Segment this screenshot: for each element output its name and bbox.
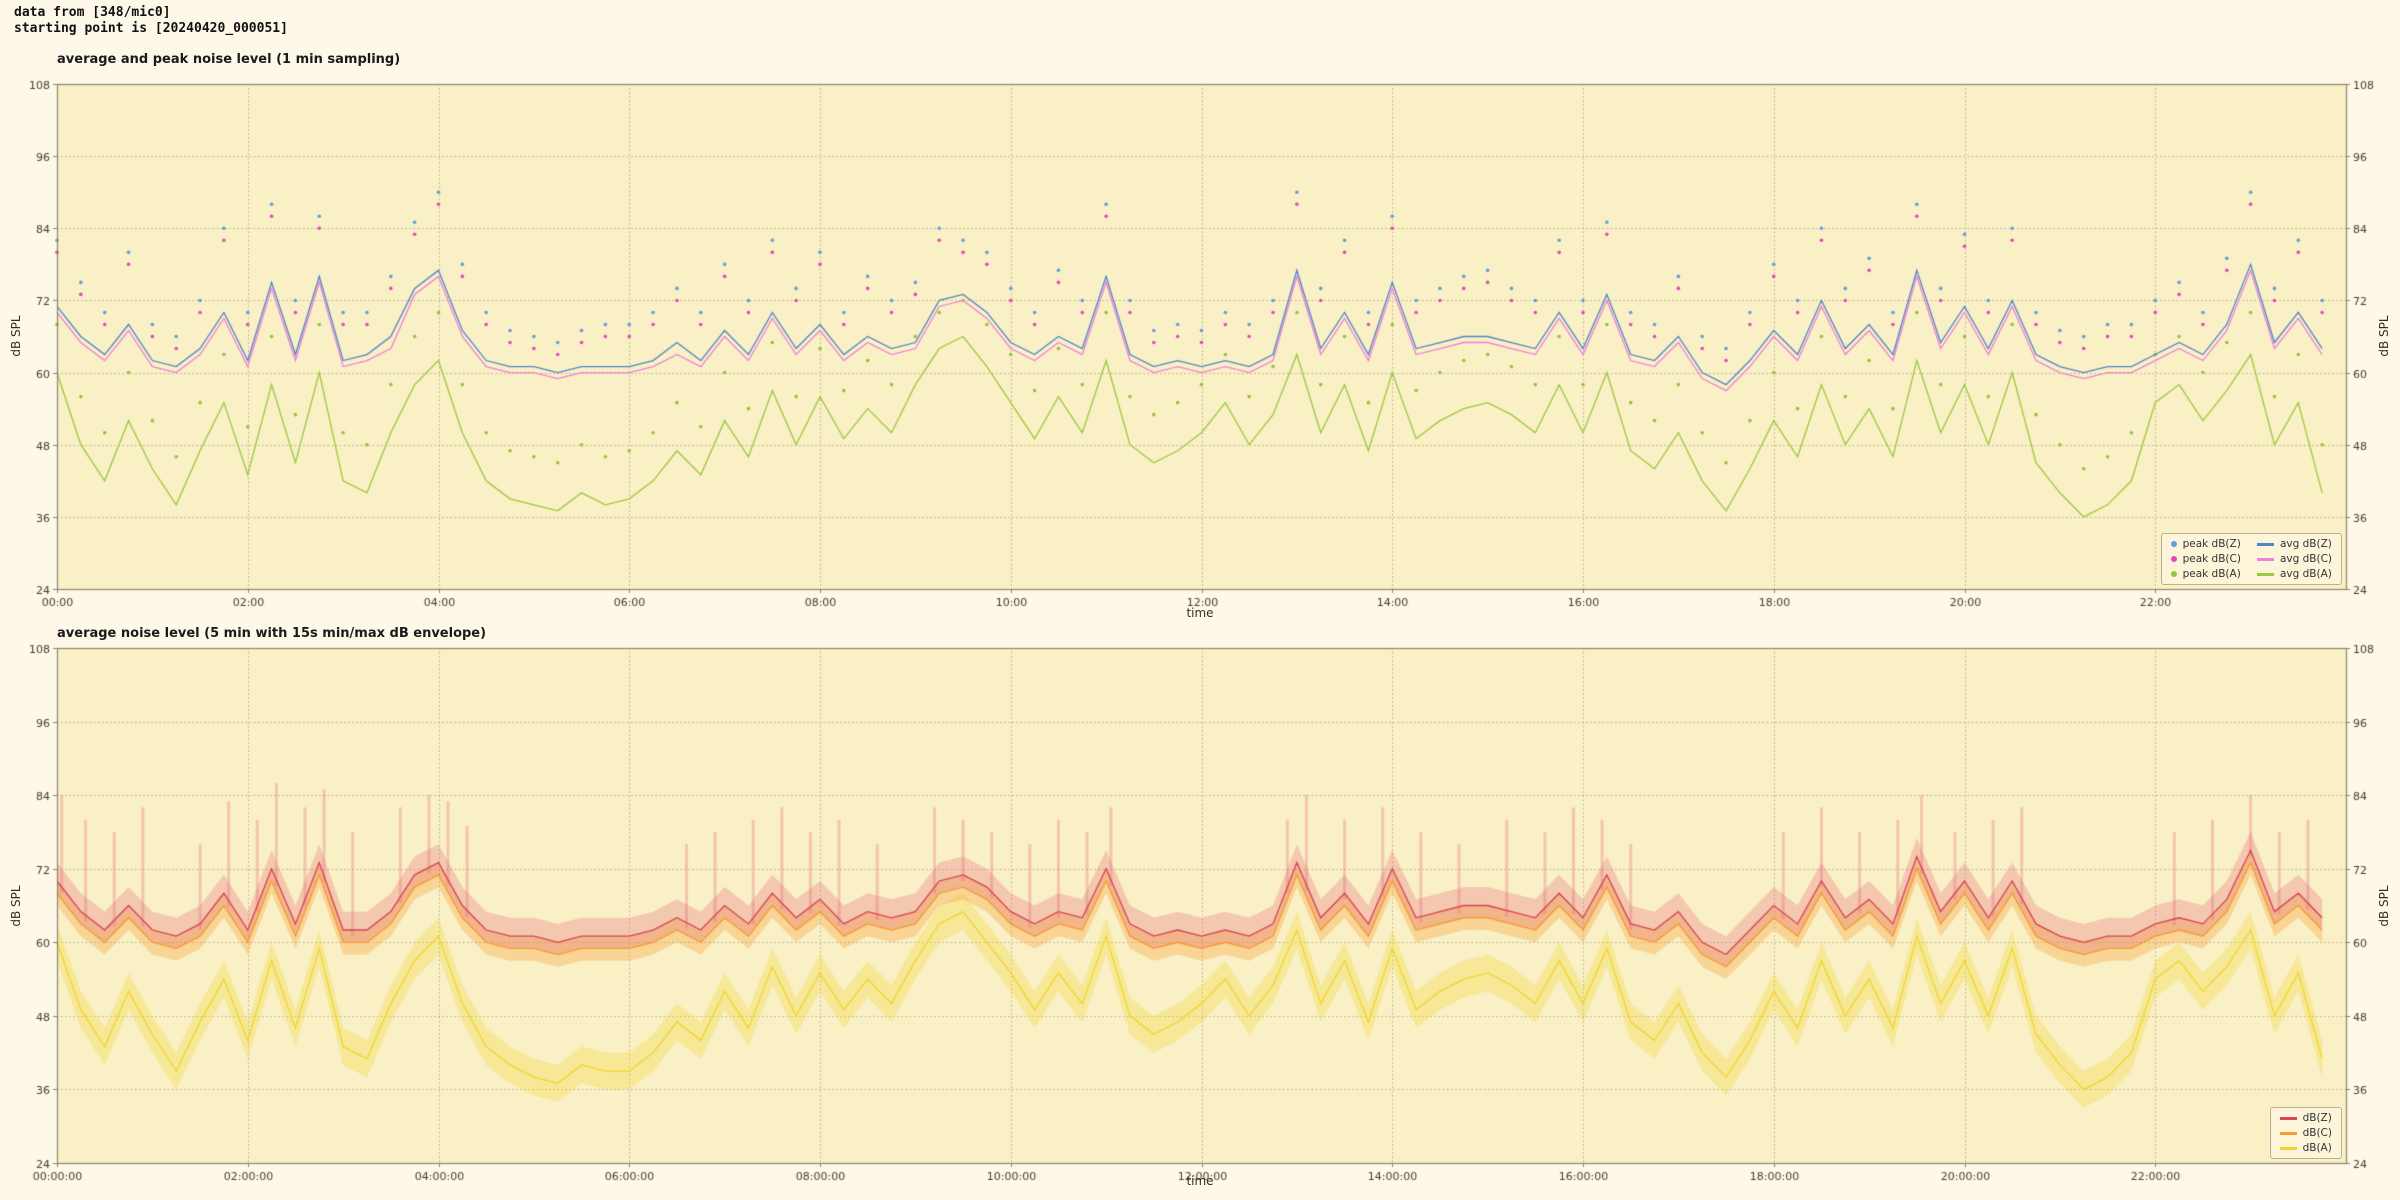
legend-label: peak dB(A) [2182,568,2241,580]
legend-entry: peak dB(A) [2170,568,2241,580]
legend-entry: avg dB(C) [2256,553,2332,565]
legend-entry: avg dB(Z) [2256,538,2332,550]
legend-label: dB(Z) [2302,1112,2332,1124]
legend-label: dB(A) [2302,1142,2332,1154]
legend-label: peak dB(Z) [2182,538,2241,550]
chart1-legend: peak dB(Z) peak dB(C) peak dB(A) avg dB(Z) a… [2160,533,2342,585]
line-marker-icon [2279,1146,2297,1150]
legend-entry: dB(A) [2279,1142,2332,1154]
chart2-ylabel-left: dB SPL [9,885,23,927]
chart2-xlabel: time [1186,1174,1214,1188]
legend-label: avg dB(A) [2279,568,2332,580]
legend-entry: dB(Z) [2279,1112,2332,1124]
header-line-2: starting point is [20240420_000051] [14,21,288,36]
dot-marker-icon [2170,556,2177,562]
legend-label: avg dB(C) [2279,553,2332,565]
legend-entry: peak dB(Z) [2170,538,2241,550]
dot-marker-icon [2170,571,2177,577]
chart2-title: average noise level (5 min with 15s min/… [57,626,487,641]
line-marker-icon [2256,572,2274,576]
legend-column: dB(Z) dB(C) dB(A) [2279,1112,2332,1154]
chart1-title: average and peak noise level (1 min samp… [57,52,401,67]
legend-column: avg dB(Z) avg dB(C) avg dB(A) [2256,538,2332,580]
line-marker-icon [2279,1131,2297,1135]
chart1-ylabel-left: dB SPL [9,315,23,357]
line-marker-icon [2279,1116,2297,1120]
legend-entry: avg dB(A) [2256,568,2332,580]
legend-label: peak dB(C) [2182,553,2241,565]
legend-label: avg dB(Z) [2279,538,2332,550]
header: data from [348/mic0] starting point is [… [14,5,288,37]
legend-entry: dB(C) [2279,1127,2332,1139]
header-line-1: data from [348/mic0] [14,5,171,20]
legend-column: peak dB(Z) peak dB(C) peak dB(A) [2170,538,2241,580]
line-marker-icon [2256,557,2274,561]
line-marker-icon [2256,542,2274,546]
chart2-ylabel-right: dB SPL [2377,885,2391,927]
dot-marker-icon [2170,541,2177,547]
legend-label: dB(C) [2302,1127,2332,1139]
chart1-ylabel-right: dB SPL [2377,315,2391,357]
chart2-legend: dB(Z) dB(C) dB(A) [2269,1107,2342,1159]
legend-entry: peak dB(C) [2170,553,2241,565]
chart1-xlabel: time [1186,606,1214,620]
